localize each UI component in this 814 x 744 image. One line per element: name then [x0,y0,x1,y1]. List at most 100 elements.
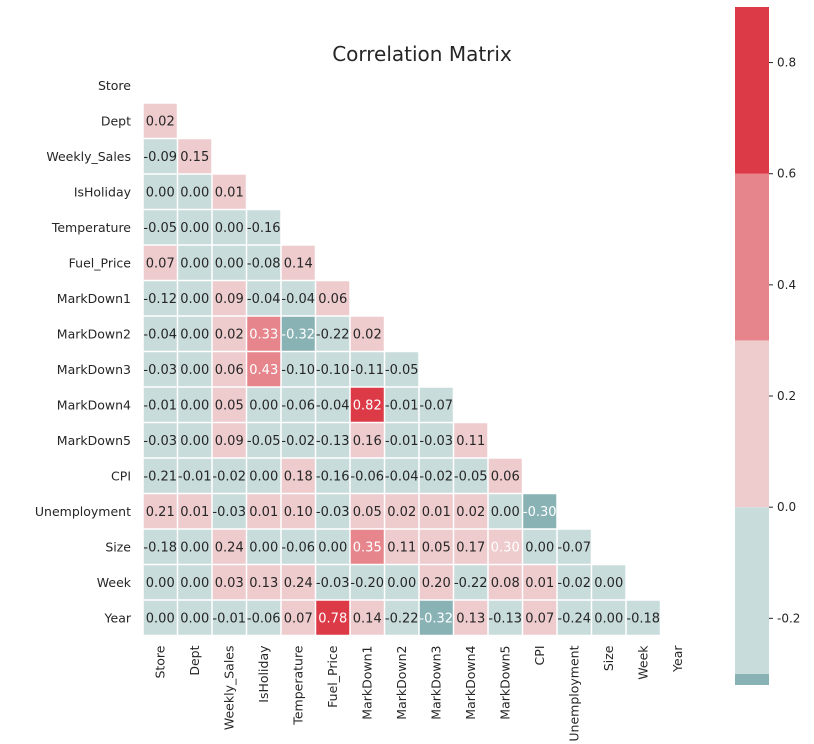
heatmap-cell [454,565,488,600]
x-tick-label: Temperature [290,645,305,725]
cell-value-label: 0.06 [318,292,347,307]
x-tick-label: Weekly_Sales [221,646,236,731]
cell-value-label: -0.16 [316,469,350,484]
cell-value-label: 0.09 [215,434,244,449]
heatmap-cell [557,529,591,564]
cell-value-label: 0.05 [353,505,382,520]
cell-value-label: 0.24 [284,576,313,591]
cell-value-label: -0.05 [247,434,281,449]
heatmap-cell [385,529,419,564]
heatmap-cell [178,387,212,422]
cell-value-label: -0.12 [143,292,177,307]
y-axis-labels: Store Dept Weekly_Sales IsHoliday Temperatur… [35,78,132,626]
heatmap-cell [316,565,350,600]
cell-value-label: 0.08 [491,576,520,591]
colorbar-segment [735,673,769,685]
heatmap-cell [281,494,315,529]
cell-value-label: 0.02 [456,505,485,520]
x-tick-label: Fuel_Price [325,645,340,708]
x-tick-label: MarkDown4 [463,645,478,719]
heatmap-cell [350,352,384,387]
cell-value-label: -0.02 [557,576,591,591]
cell-value-label: -0.06 [281,540,315,555]
heatmap-cell [143,103,177,138]
cell-value-label: -0.06 [350,469,384,484]
colorbar: 0.8 0.6 0.4 0.2 0.0 -0.2 [735,7,800,685]
heatmap-cell [557,565,591,600]
heatmap-cell [247,565,281,600]
x-axis-labels: Store Dept Weekly_Sales IsHoliday Temperatur… [152,645,685,742]
cell-value-label: 0.00 [180,327,209,342]
y-tick-label: MarkDown4 [57,397,131,412]
cell-value-label: -0.06 [247,611,281,626]
heatmap-cell [385,352,419,387]
y-tick-label: CPI [111,468,131,483]
cell-value-label: 0.03 [215,576,244,591]
cell-value-label: 0.13 [456,611,485,626]
heatmap-cell [385,423,419,458]
heatmap-cell [212,494,246,529]
heatmap-cell [350,458,384,493]
cell-value-label: 0.00 [180,363,209,378]
cell-value-label: 0.00 [180,434,209,449]
cell-value-label: -0.05 [385,363,419,378]
cell-value-label: -0.06 [281,398,315,413]
cell-value-label: -0.24 [557,611,591,626]
heatmap-cell [247,281,281,316]
heatmap-cell [350,387,384,422]
y-tick-label: Weekly_Sales [46,149,131,164]
heatmap-cell [419,494,453,529]
y-tick-label: MarkDown3 [57,362,131,377]
cell-value-label: 0.00 [387,576,416,591]
cell-value-label: 0.07 [525,611,554,626]
heatmap-cell [488,600,522,635]
heatmap-cell [212,458,246,493]
cell-value-label: -0.07 [419,398,453,413]
heatmap-cell [281,423,315,458]
cell-value-label: 0.00 [180,256,209,271]
y-tick-label: Size [105,539,131,554]
cell-value-label: -0.20 [350,576,384,591]
heatmap-cell [419,529,453,564]
y-tick-label: MarkDown2 [57,326,131,341]
heatmap-cell [385,387,419,422]
heatmap-cells: 0.02-0.09 0.150.00 0.00 0.01-0.05 0.00 0.00 -0… [143,103,660,635]
heatmap-cell [316,494,350,529]
heatmap-cell [316,423,350,458]
heatmap-cell [212,423,246,458]
heatmap-cell [350,494,384,529]
heatmap-cell [281,458,315,493]
cell-value-label: 0.00 [249,398,278,413]
heatmap-cell [178,600,212,635]
heatmap-cell [212,565,246,600]
heatmap-cell [143,494,177,529]
heatmap-cell [316,352,350,387]
cell-value-label: -0.04 [247,292,281,307]
colorbar-tick-label: 0.0 [777,500,796,514]
heatmap-cell [178,281,212,316]
heatmap-cell [523,494,557,529]
heatmap-cell [385,600,419,635]
x-tick-label: MarkDown5 [497,646,512,720]
cell-value-label: -0.13 [488,611,522,626]
x-tick-label: MarkDown2 [394,646,409,720]
heatmap-cell [281,600,315,635]
cell-value-label: -0.02 [212,469,246,484]
y-tick-label: Fuel_Price [69,255,132,270]
heatmap-cell [212,316,246,351]
cell-value-label: -0.08 [247,256,281,271]
cell-value-label: -0.22 [385,611,419,626]
heatmap-cell [557,600,591,635]
heatmap-cell [523,565,557,600]
cell-value-label: -0.01 [143,398,177,413]
cell-value-label: 0.05 [215,398,244,413]
cell-value-label: 0.20 [422,576,451,591]
heatmap-cell [316,458,350,493]
heatmap-cell [212,352,246,387]
cell-value-label: 0.00 [180,540,209,555]
cell-value-label: 0.00 [491,505,520,520]
cell-value-label: -0.30 [523,505,557,520]
cell-value-label: -0.03 [316,576,350,591]
cell-value-label: 0.16 [353,434,382,449]
cell-value-label: 0.30 [491,540,520,555]
